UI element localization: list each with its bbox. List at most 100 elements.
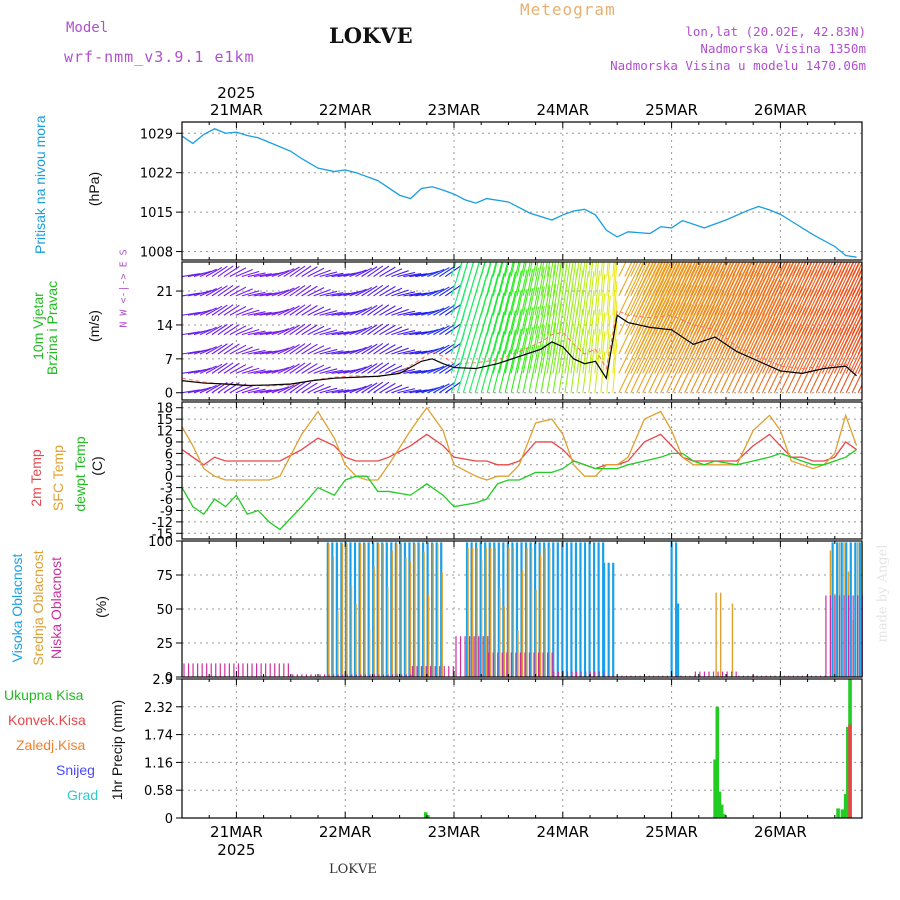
wind-arrow — [379, 305, 396, 316]
wind-arrow — [253, 350, 272, 355]
wind-arrow — [361, 285, 378, 297]
wind-arrow — [421, 348, 439, 355]
wind-arrow — [421, 328, 439, 336]
wind-arrow — [755, 262, 783, 316]
wind-arrow — [576, 347, 584, 393]
wind-arrow — [540, 304, 551, 355]
wind-arrow — [857, 325, 862, 335]
wind-arrow — [857, 364, 862, 374]
wind-arrow — [851, 262, 860, 277]
wind-arrow — [433, 286, 450, 297]
wind-arrow — [385, 268, 403, 278]
wind-arrow — [761, 262, 780, 297]
bottom-day-label: 21MAR — [210, 823, 263, 841]
wind-arrow — [301, 363, 318, 374]
wind-arrow — [307, 345, 325, 355]
wind-arrow — [558, 262, 565, 296]
wind-arrow — [385, 365, 403, 374]
wind-arrow — [588, 271, 595, 316]
wind-arrow — [576, 289, 584, 335]
wind-arrow — [283, 382, 300, 394]
wind-arrow — [534, 267, 545, 316]
wind-arrow — [827, 262, 836, 277]
wind-arrow — [714, 262, 723, 277]
wind-arrow — [702, 262, 711, 277]
wind-arrow — [301, 266, 318, 277]
wind-arrow — [253, 292, 272, 297]
precip-tick-label: 0.58 — [144, 784, 173, 799]
wind-tick-label: 21 — [156, 285, 173, 300]
wind-arrow — [588, 309, 595, 355]
precip-tick-label: 1.74 — [144, 729, 173, 744]
wind-arrow — [199, 268, 217, 278]
wind-arrow — [630, 262, 648, 297]
wind-arrow — [540, 266, 551, 316]
wind-arrow — [732, 262, 741, 277]
total-precip-bar — [426, 815, 430, 818]
wind-arrow — [492, 350, 505, 393]
wind-arrow — [397, 291, 416, 297]
wind-arrow — [522, 262, 527, 277]
wind-arrow — [217, 342, 234, 355]
wind-arrow — [821, 262, 830, 277]
wind-arrow — [211, 323, 228, 336]
wind-arrow — [199, 288, 217, 297]
wind-arrow — [205, 286, 223, 297]
wind-arrow — [403, 389, 422, 394]
cloud-tick-label: 0 — [165, 671, 173, 686]
wind-arrow — [612, 319, 618, 374]
temp-tick-label: -15 — [152, 527, 173, 542]
wind-arrow — [498, 311, 511, 355]
wind-arrow — [277, 287, 295, 297]
wind-arrow — [720, 262, 738, 297]
wind-arrow — [289, 304, 306, 316]
temp-tick-label: 15 — [156, 413, 173, 428]
wind-arrow — [749, 262, 777, 316]
wind-arrow — [708, 262, 726, 297]
precip-legend-graupel: Grad — [67, 787, 99, 803]
wind-arrow — [498, 349, 511, 393]
wind-arrow — [510, 348, 522, 393]
cloud-tick-label: 100 — [148, 535, 173, 550]
wind-arrow — [600, 312, 606, 355]
wind-arrow — [247, 330, 266, 336]
wind-arrow — [468, 262, 475, 277]
wind-arrow — [516, 262, 521, 277]
wind-arrow — [193, 367, 212, 374]
temp-tick-label: 3 — [165, 459, 173, 474]
wind-arrow — [379, 363, 396, 374]
bottom-year-label: 2025 — [217, 841, 255, 859]
wind-arrow — [193, 270, 212, 278]
wind-arrow — [594, 262, 597, 277]
wind-arrow — [696, 262, 705, 277]
wind-arrow — [534, 286, 545, 335]
wind-arrow — [564, 262, 571, 296]
wind-arrow — [845, 262, 862, 297]
wind-arrow — [325, 292, 344, 297]
wind-arrow — [271, 328, 290, 336]
wind-arrow — [600, 293, 606, 335]
wind-arrow — [271, 270, 290, 278]
wind-arrow — [660, 262, 678, 297]
temp-tick-label: 18 — [156, 402, 173, 417]
wind-arrow — [773, 262, 782, 277]
wind-arrow — [767, 262, 795, 316]
wind-arrow — [486, 273, 499, 316]
wind-arrow — [702, 262, 720, 297]
wind-arrow — [307, 364, 325, 374]
wind-arrow — [271, 289, 290, 297]
wind-arrow — [815, 262, 843, 316]
wind-arrow — [391, 289, 409, 297]
wind-arrow — [313, 366, 331, 374]
wind-arrow — [343, 387, 362, 394]
wind-arrow — [606, 276, 611, 316]
wind-arrow — [241, 348, 260, 355]
wind-arrow — [594, 289, 601, 335]
wind-arrow — [552, 262, 556, 277]
temp-tick-label: 6 — [165, 447, 173, 462]
wind-arrow — [845, 262, 854, 277]
wind-arrow — [241, 367, 260, 374]
wind-arrow — [217, 265, 234, 277]
wind-arrow — [211, 265, 228, 277]
wind-arrow — [576, 328, 584, 374]
